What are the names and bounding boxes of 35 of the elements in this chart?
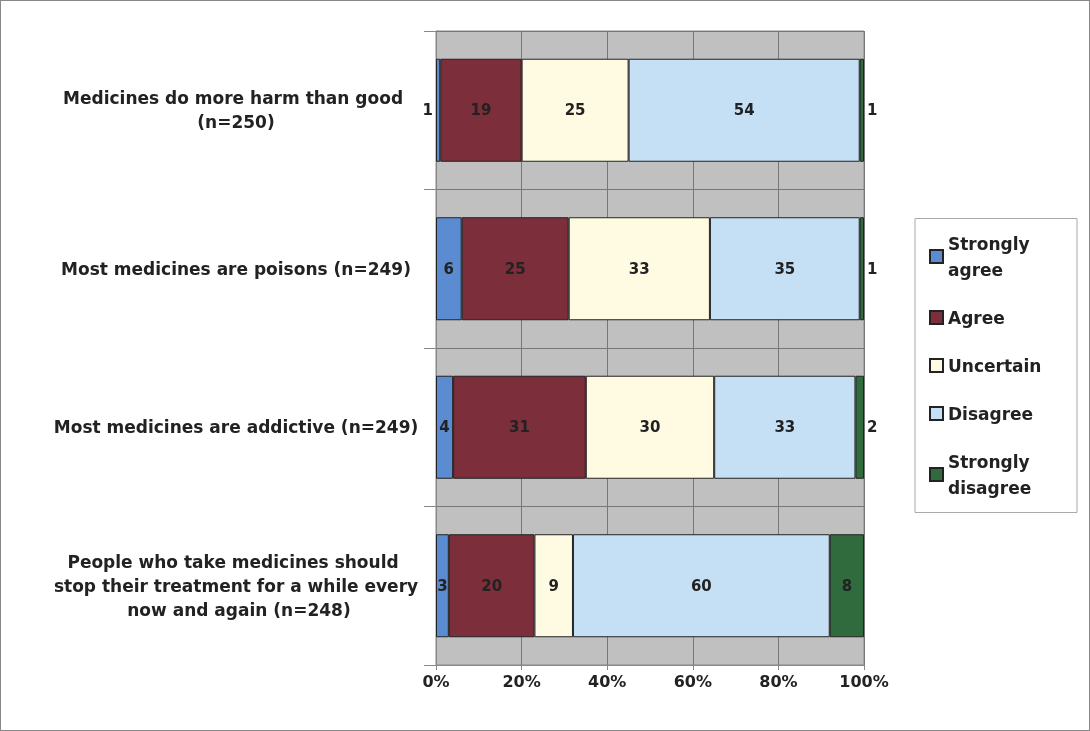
data-label: 2 [867,418,878,437]
x-tick-label: 20% [502,671,541,691]
y-tick-label: Most medicines are addictive (n=249) [53,417,419,438]
data-label: 8 [841,576,853,595]
data-label: 9 [548,576,559,595]
legend-label: Disagree [948,403,1034,424]
x-tick-label: 40% [588,671,627,691]
data-label: 60 [690,576,712,595]
data-label: 30 [639,418,661,437]
x-tick-label: 60% [673,671,712,691]
data-label: 33 [628,259,650,278]
legend-label: Strongly agree [948,233,1036,280]
data-label: 54 [733,101,755,120]
data-label: 35 [774,259,796,278]
legend-label: Strongly disagree [948,451,1036,498]
data-label: 1 [867,259,878,278]
x-tick-label: 80% [759,671,798,691]
y-tick-label: People who take medicines should stop their treatment for a while every now and again (n=248) [53,551,419,620]
legend-label: Uncertain [948,355,1042,376]
data-label: 1 [867,101,878,120]
data-label: 6 [443,259,455,278]
y-tick-label: Medicines do more harm than good (n=250) [63,88,409,133]
x-tick-label: 100% [839,671,889,691]
data-label: 19 [470,101,492,120]
legend-label: Agree [948,307,1005,328]
data-label: 4 [439,418,450,437]
data-label: 25 [564,101,586,120]
data-label: 1 [422,101,433,120]
data-label: 33 [774,418,796,437]
data-label: 31 [509,418,530,437]
y-tick-label: Most medicines are poisons (n=249) [61,258,411,279]
data-label: 20 [481,576,503,595]
data-label: 3 [437,576,448,595]
data-label: 25 [504,259,526,278]
x-tick-label: 0% [422,671,450,691]
